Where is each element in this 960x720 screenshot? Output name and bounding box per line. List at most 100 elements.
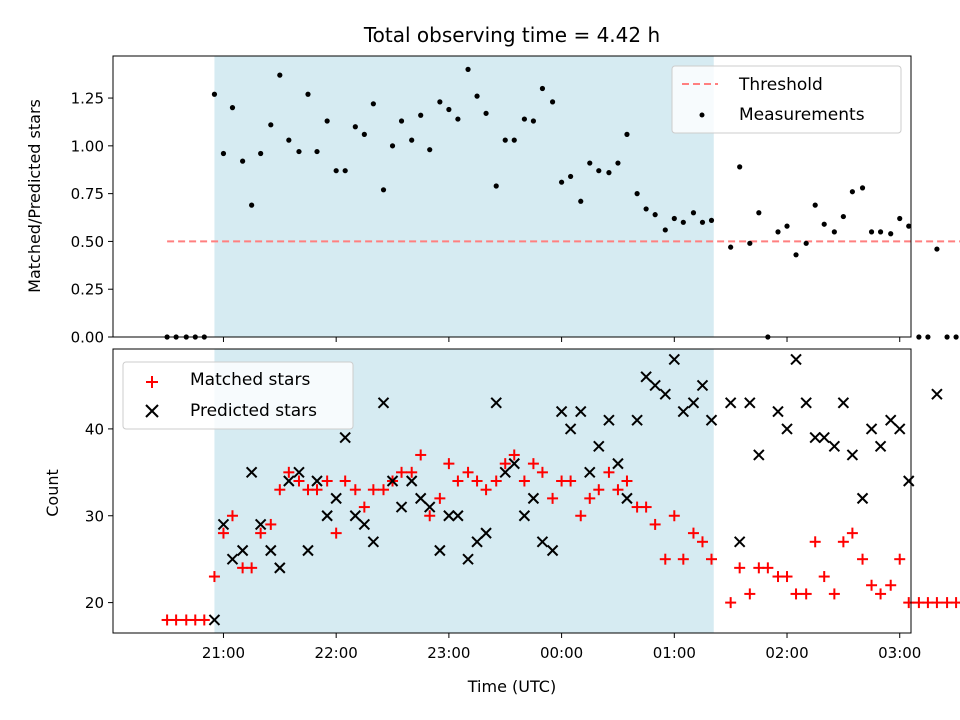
predicted-star-point [603,414,615,426]
predicted-star-point [781,423,793,435]
measurement-point [812,202,818,208]
measurement-point [314,148,320,155]
legend-matched-label: Matched stars [190,370,310,390]
top-ytick-label: 1.00 [71,137,104,155]
matched-star-point [452,475,464,487]
top-legend: Threshold Measurements [671,65,902,134]
matched-star-point [612,484,624,496]
predicted-star-point [499,466,511,479]
matched-star-point [471,475,483,487]
matched-star-point [668,510,680,522]
measurement-point [690,210,697,216]
measurement-point [211,91,218,97]
matched-star-point [490,475,502,487]
predicted-star-point [744,397,756,409]
legend-measurements-swatch [699,112,705,118]
measurement-point [784,223,790,229]
predicted-star-point [330,492,342,505]
predicted-star-point [885,414,897,426]
predicted-star-point [659,388,671,400]
predicted-star-point [631,414,643,426]
measurement-point [446,106,452,113]
matched-star-point [406,466,418,478]
predicted-star-point [621,492,633,505]
predicted-star-point [809,431,821,444]
matched-star-point [931,597,943,609]
measurement-point [427,147,433,153]
predicted-star-point [518,510,531,522]
measurement-point [370,101,376,107]
measurement-point [916,334,922,340]
predicted-star-point [818,431,830,444]
matched-star-point [734,562,746,574]
predicted-star-point [424,501,436,513]
measurement-point [333,168,339,174]
predicted-star-point [293,466,305,479]
matched-star-point [293,475,305,487]
measurement-point [249,202,255,208]
bottom-axes-frame [112,348,912,634]
xtick-label: 00:00 [540,644,583,662]
matched-star-point [434,492,446,504]
predicted-star-point [377,397,390,409]
matched-star-point [396,466,408,478]
matched-star-point [208,571,220,583]
predicted-star-point [480,527,492,539]
measurement-point [615,160,621,166]
xtick-label: 01:00 [653,644,696,662]
matched-star-point [565,475,577,487]
measurement-point [352,124,358,130]
measurement-point [380,187,387,193]
matched-star-point [781,571,793,583]
matched-star-point [762,562,774,574]
matched-star-point [706,553,717,565]
predicted-star-point [358,518,371,531]
predicted-star-point [575,405,587,418]
predicted-star-point [640,371,652,383]
xtick-label: 02:00 [765,644,808,662]
chart-title: Total observing time = 4.42 h [363,23,660,47]
top-ytick-label: 0.50 [71,233,104,251]
matched-star-point [649,518,661,530]
measurement-point [342,168,348,174]
measurement-point [934,246,940,252]
measurement-point [220,150,227,157]
matched-star-point [415,449,427,461]
measurement-point [502,137,508,143]
predicted-star-point [649,379,661,392]
x-axis-label: Time (UTC) [467,677,556,696]
matched-star-point [265,518,277,530]
predicted-star-point [434,544,446,557]
measurement-point [521,116,527,122]
measurement-point [897,215,903,222]
predicted-star-point [208,614,221,626]
matched-star-point [744,588,756,600]
predicted-star-point [837,397,850,409]
measurement-point [849,189,855,195]
predicted-star-point [828,440,841,452]
measurement-point [465,66,471,72]
predicted-star-point [386,475,399,487]
measurement-point [888,231,894,237]
measurement-point [624,131,630,137]
measurement-point [596,168,602,174]
measurement-point [286,137,292,143]
matched-star-points [161,449,960,626]
top-measurement-points [164,66,959,340]
measurement-point [483,110,489,116]
top-ytick-label: 0.25 [71,281,104,299]
predicted-star-point [508,457,520,470]
matched-star-point [508,449,520,461]
measurement-point [747,240,753,246]
predicted-star-point [245,466,258,479]
xtick-label: 03:00 [878,644,921,662]
matched-star-point [575,510,587,522]
matched-star-point [846,527,858,539]
predicted-star-point [696,379,709,392]
matched-star-point [339,475,351,487]
matched-star-point [584,492,596,504]
predicted-star-point [733,536,746,548]
predicted-star-point [856,492,869,505]
